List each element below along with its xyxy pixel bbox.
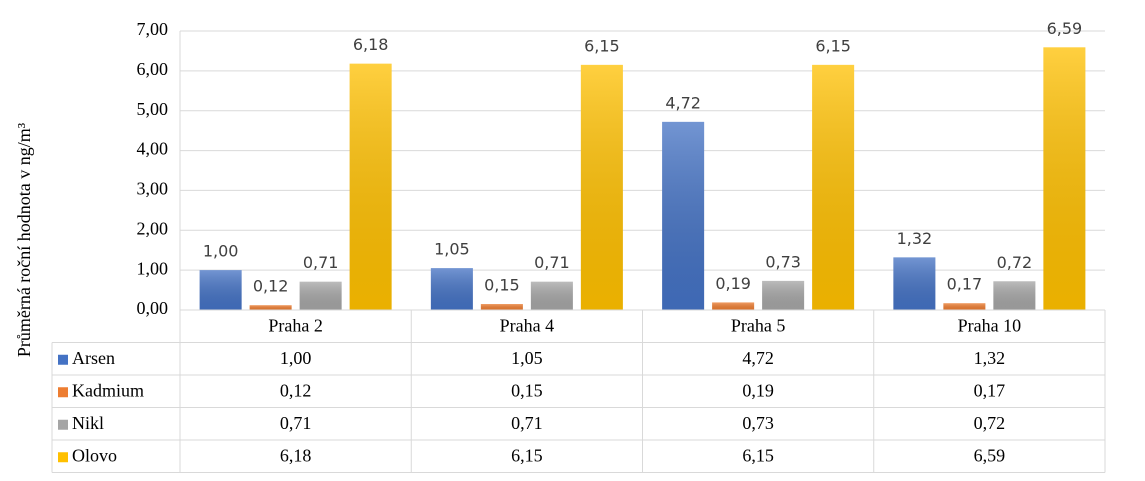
bar-shade xyxy=(1043,47,1086,310)
bar-shade xyxy=(249,305,292,310)
legend-key xyxy=(58,419,68,430)
data-label: 6,15 xyxy=(584,36,620,55)
x-tick-label: Praha 10 xyxy=(958,315,1021,335)
legend-label: Arsen xyxy=(72,348,115,368)
data-label: 0,17 xyxy=(947,275,983,294)
data-label: 0,71 xyxy=(534,253,570,272)
table-cell: 0,15 xyxy=(511,380,543,400)
y-tick-label: 4,00 xyxy=(137,139,169,159)
table-cell: 0,71 xyxy=(280,413,312,433)
table-cell: 6,18 xyxy=(280,445,312,465)
table-cell: 6,59 xyxy=(974,445,1006,465)
table-cell: 6,15 xyxy=(742,445,774,465)
y-tick-label: 5,00 xyxy=(137,99,169,119)
y-axis-title: Průměrná roční hodnota v ng/m³ xyxy=(14,122,34,357)
table-cell: 0,71 xyxy=(511,413,543,433)
table-cell: 0,73 xyxy=(742,413,774,433)
data-label: 0,12 xyxy=(253,277,289,296)
bar-shade xyxy=(430,268,473,310)
data-label: 0,71 xyxy=(303,253,339,272)
data-label: 4,72 xyxy=(665,93,701,112)
x-tick-label: Praha 5 xyxy=(731,315,785,335)
table-cell: 1,05 xyxy=(511,348,543,368)
bar-shade xyxy=(199,270,242,310)
bar-shade xyxy=(349,63,392,310)
data-label: 1,32 xyxy=(897,229,933,248)
table-cell: 1,00 xyxy=(280,348,312,368)
bar-shade xyxy=(299,281,342,310)
legend-label: Olovo xyxy=(72,445,117,465)
y-tick-label: 6,00 xyxy=(137,59,169,79)
y-tick-label: 0,00 xyxy=(137,298,169,318)
bar-shade xyxy=(580,64,623,310)
table-cell: 0,17 xyxy=(974,380,1006,400)
bar-shade xyxy=(893,257,936,310)
bar-shade xyxy=(712,302,755,310)
legend-key xyxy=(58,354,68,365)
bar-shade xyxy=(943,303,986,310)
bar-shade xyxy=(662,121,705,310)
y-tick-label: 1,00 xyxy=(137,258,169,278)
data-label: 6,18 xyxy=(353,35,389,54)
legend-label: Nikl xyxy=(72,413,104,433)
bar-shade xyxy=(812,64,855,310)
y-tick-label: 2,00 xyxy=(137,218,169,238)
data-label: 6,59 xyxy=(1047,19,1083,38)
x-tick-label: Praha 4 xyxy=(500,315,554,335)
data-label: 0,15 xyxy=(484,276,520,295)
table-cell: 0,72 xyxy=(974,413,1006,433)
data-label: 0,73 xyxy=(765,252,801,271)
x-tick-label: Praha 2 xyxy=(268,315,322,335)
data-label: 1,00 xyxy=(203,242,239,261)
table-cell: 4,72 xyxy=(742,348,774,368)
legend-key xyxy=(58,387,68,398)
y-tick-label: 7,00 xyxy=(137,19,169,39)
bar-shade xyxy=(762,280,805,310)
bar-shade xyxy=(480,304,523,310)
table-cell: 0,12 xyxy=(280,380,312,400)
bar-shade xyxy=(530,281,573,310)
legend-key xyxy=(58,452,68,463)
legend-label: Kadmium xyxy=(72,380,144,400)
table-cell: 6,15 xyxy=(511,445,543,465)
table-cell: 1,32 xyxy=(974,348,1006,368)
y-tick-label: 3,00 xyxy=(137,179,169,199)
bar-shade xyxy=(993,281,1036,310)
data-label: 0,72 xyxy=(997,253,1033,272)
table-cell: 0,19 xyxy=(742,380,774,400)
data-label: 1,05 xyxy=(434,240,470,259)
data-label: 0,19 xyxy=(715,274,751,293)
data-label: 6,15 xyxy=(815,36,851,55)
